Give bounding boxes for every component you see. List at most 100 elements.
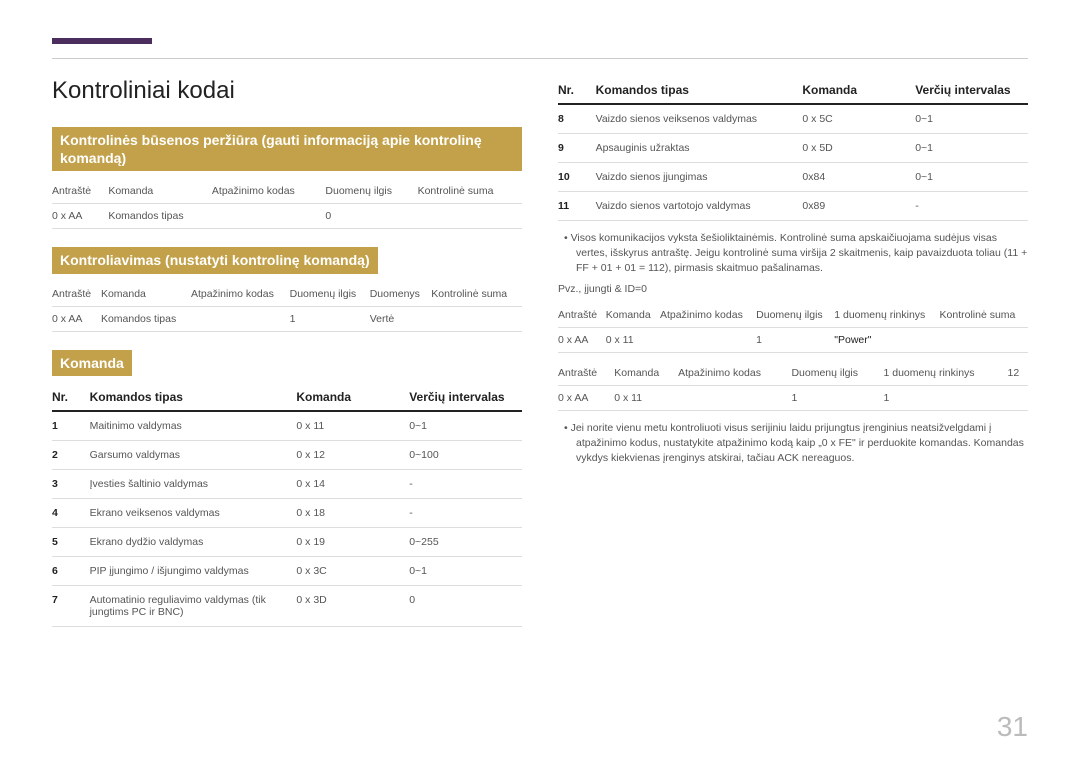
right-column: Nr. Komandos tipas Komanda Verčių interv… xyxy=(558,77,1028,627)
table-row: 7Automatinio reguliavimo valdymas (tik j… xyxy=(52,585,522,626)
cell-range: 0~255 xyxy=(409,527,522,556)
s1-h4: Kontrolinė suma xyxy=(418,179,522,204)
s1-c3: 0 xyxy=(325,204,417,229)
cell-type: Įvesties šaltinio valdymas xyxy=(90,469,297,498)
cell-cmd: 0 x 14 xyxy=(296,469,409,498)
e2-h3: Duomenų ilgis xyxy=(791,361,883,386)
cell-cmd: 0 x 11 xyxy=(296,411,409,441)
top-rule xyxy=(52,58,1028,59)
s1-c4 xyxy=(418,204,522,229)
cell-nr: 10 xyxy=(558,163,596,192)
e1-h0: Antraštė xyxy=(558,303,606,328)
e1-c0: 0 x AA xyxy=(558,327,606,352)
cell-nr: 6 xyxy=(52,556,90,585)
s1-c2 xyxy=(212,204,326,229)
cell-cmd: 0 x 5C xyxy=(802,104,915,134)
cmd-h-nr: Nr. xyxy=(52,384,90,411)
e2-h2: Atpažinimo kodas xyxy=(678,361,791,386)
cell-nr: 3 xyxy=(52,469,90,498)
cell-type: Vaizdo sienos vartotojo valdymas xyxy=(596,192,803,221)
cell-range: 0~1 xyxy=(915,134,1028,163)
s2-h3: Duomenų ilgis xyxy=(290,282,370,307)
e2-c5 xyxy=(1008,385,1029,410)
cell-range: 0~1 xyxy=(915,163,1028,192)
cell-type: Maitinimo valdymas xyxy=(90,411,297,441)
cell-nr: 5 xyxy=(52,527,90,556)
e2-c4: 1 xyxy=(883,385,1007,410)
table-row: 8Vaizdo sienos veiksenos valdymas0 x 5C0… xyxy=(558,104,1028,134)
e2-c2 xyxy=(678,385,791,410)
cell-range: 0~1 xyxy=(409,411,522,441)
example2-table: Antraštė Komanda Atpažinimo kodas Duomen… xyxy=(558,361,1028,411)
cmd-h-type: Komandos tipas xyxy=(90,384,297,411)
e2-h5: 12 xyxy=(1008,361,1029,386)
e2-c1: 0 x 11 xyxy=(614,385,678,410)
e1-h1: Komanda xyxy=(606,303,660,328)
note1: Visos komunikacijos vyksta šešioliktainė… xyxy=(558,231,1028,277)
e1-c1: 0 x 11 xyxy=(606,327,660,352)
section1-heading: Kontrolinės būsenos peržiūra (gauti info… xyxy=(52,127,522,171)
cmd-h-range: Verčių intervalas xyxy=(409,384,522,411)
cell-range: - xyxy=(409,469,522,498)
cmd-h-cmd: Komanda xyxy=(296,384,409,411)
cmd-table-right: Nr. Komandos tipas Komanda Verčių interv… xyxy=(558,77,1028,221)
cell-type: Vaizdo sienos įjungimas xyxy=(596,163,803,192)
cell-range: 0 xyxy=(409,585,522,626)
section3-heading: Komanda xyxy=(52,350,132,376)
s2-c1: Komandos tipas xyxy=(101,306,191,331)
cell-range: - xyxy=(409,498,522,527)
e2-h4: 1 duomenų rinkinys xyxy=(883,361,1007,386)
s1-c0: 0 x AA xyxy=(52,204,108,229)
table-row: 1Maitinimo valdymas0 x 110~1 xyxy=(52,411,522,441)
cell-type: Ekrano dydžio valdymas xyxy=(90,527,297,556)
cell-cmd: 0 x 3D xyxy=(296,585,409,626)
section2-table: Antraštė Komanda Atpažinimo kodas Duomen… xyxy=(52,282,522,332)
cell-range: 0~100 xyxy=(409,440,522,469)
cell-type: PIP įjungimo / išjungimo valdymas xyxy=(90,556,297,585)
table-row: 6PIP įjungimo / išjungimo valdymas0 x 3C… xyxy=(52,556,522,585)
e1-c2 xyxy=(660,327,756,352)
e2-h0: Antraštė xyxy=(558,361,614,386)
cmd-h-type-r: Komandos tipas xyxy=(596,77,803,104)
left-column: Kontroliniai kodai Kontrolinės būsenos p… xyxy=(52,77,522,627)
s2-c3: 1 xyxy=(290,306,370,331)
cell-type: Vaizdo sienos veiksenos valdymas xyxy=(596,104,803,134)
e1-c5 xyxy=(940,327,1028,352)
cell-type: Apsauginis užraktas xyxy=(596,134,803,163)
e1-h2: Atpažinimo kodas xyxy=(660,303,756,328)
cell-type: Automatinio reguliavimo valdymas (tik ju… xyxy=(90,585,297,626)
cell-nr: 11 xyxy=(558,192,596,221)
e2-c0: 0 x AA xyxy=(558,385,614,410)
s1-h0: Antraštė xyxy=(52,179,108,204)
cmd-h-range-r: Verčių intervalas xyxy=(915,77,1028,104)
table-row: 2Garsumo valdymas0 x 120~100 xyxy=(52,440,522,469)
s2-c0: 0 x AA xyxy=(52,306,101,331)
e2-c3: 1 xyxy=(791,385,883,410)
cell-nr: 9 xyxy=(558,134,596,163)
cell-cmd: 0 x 19 xyxy=(296,527,409,556)
s2-c4: Vertė xyxy=(370,306,432,331)
s2-c5 xyxy=(431,306,522,331)
s2-h4: Duomenys xyxy=(370,282,432,307)
cell-type: Garsumo valdymas xyxy=(90,440,297,469)
cell-range: 0~1 xyxy=(915,104,1028,134)
s2-h1: Komanda xyxy=(101,282,191,307)
cell-range: 0~1 xyxy=(409,556,522,585)
e2-h1: Komanda xyxy=(614,361,678,386)
table-row: 10Vaizdo sienos įjungimas0x840~1 xyxy=(558,163,1028,192)
cell-nr: 2 xyxy=(52,440,90,469)
table-row: 3Įvesties šaltinio valdymas0 x 14- xyxy=(52,469,522,498)
example1-table: Antraštė Komanda Atpažinimo kodas Duomen… xyxy=(558,303,1028,353)
cmd-h-nr-r: Nr. xyxy=(558,77,596,104)
cell-cmd: 0 x 12 xyxy=(296,440,409,469)
cell-nr: 1 xyxy=(52,411,90,441)
s2-c2 xyxy=(191,306,290,331)
s2-h5: Kontrolinė suma xyxy=(431,282,522,307)
cell-cmd: 0 x 18 xyxy=(296,498,409,527)
page-title: Kontroliniai kodai xyxy=(52,77,522,105)
e1-c4: "Power" xyxy=(834,327,939,352)
example-label: Pvz., įjungti & ID=0 xyxy=(558,283,1028,295)
cell-range: - xyxy=(915,192,1028,221)
s1-h2: Atpažinimo kodas xyxy=(212,179,326,204)
e1-h3: Duomenų ilgis xyxy=(756,303,834,328)
